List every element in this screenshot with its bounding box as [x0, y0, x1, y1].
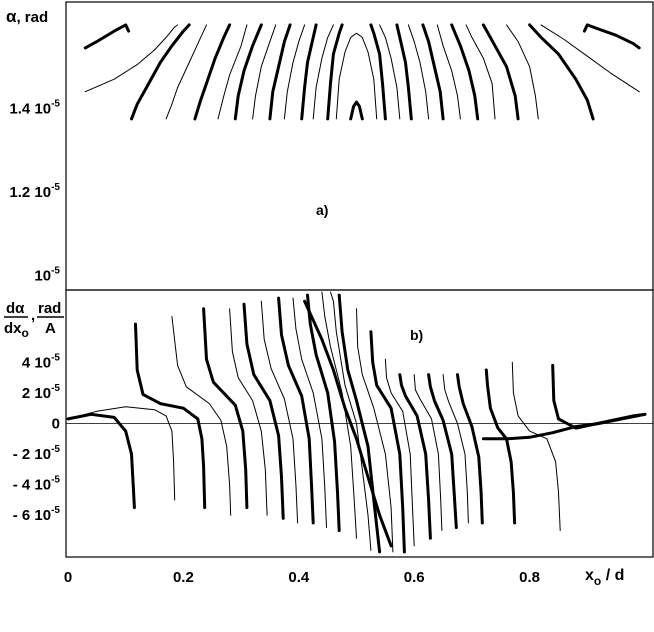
panel-b-ylabel-num: dα — [6, 300, 25, 317]
panel-b-ylabel-comma: , — [31, 307, 35, 324]
curve-a-15 — [369, 23, 387, 121]
curve-a-8 — [268, 23, 292, 121]
curve-b-2 — [134, 322, 207, 510]
panel-a-ylabel: α, rad — [6, 7, 48, 26]
curve-a-11 — [312, 24, 334, 120]
curve-a-22 — [465, 24, 496, 120]
panel-a-y-ticks: 1.4 10-5 1.2 10-5 10-5 — [9, 98, 60, 284]
curve-a-25 — [528, 23, 595, 121]
x-axis-label: xo / d — [585, 567, 624, 588]
curve-b-18 — [398, 373, 432, 540]
curve-b-22 — [456, 373, 484, 525]
curve-a-1 — [84, 24, 179, 93]
curve-a-10 — [300, 23, 318, 121]
curve-b-12 — [303, 299, 393, 548]
curve-a-17 — [395, 23, 413, 121]
curve-a-5 — [217, 24, 248, 120]
curve-a-9 — [283, 24, 306, 120]
panel-a-frame — [65, 1, 654, 291]
curve-b-5 — [229, 308, 268, 516]
curve-a-14 — [349, 100, 364, 121]
curve-b-10 — [306, 293, 341, 532]
x-tick-label-0: 0 — [64, 569, 72, 586]
panel-b-ylabel: dα dxo , rad A — [4, 300, 64, 340]
curve-b-14 — [337, 293, 382, 554]
curve-b-15 — [356, 308, 394, 553]
y-tick-label-a-2: 10-5 — [34, 265, 60, 284]
y-tick-label-b-3: - 2 10-5 — [13, 444, 61, 463]
curve-a-6 — [233, 23, 263, 121]
curve-a-4 — [193, 23, 232, 121]
panel-a-tag: a) — [316, 202, 328, 218]
curve-a-23 — [481, 23, 520, 121]
y-tick-label-b-0: 4 10-5 — [22, 352, 61, 371]
curve-a-2 — [130, 23, 191, 121]
curve-b-6 — [242, 302, 285, 520]
curve-b-20 — [427, 373, 458, 529]
curve-b-16 — [369, 330, 406, 554]
x-tick-label-4: 0.8 — [519, 569, 540, 586]
curve-b-3 — [171, 316, 232, 516]
panel-b-tag: b) — [410, 327, 423, 343]
y-tick-label-b-5: - 6 10-5 — [13, 505, 61, 524]
curve-a-0 — [83, 23, 131, 50]
panel-b-curves — [66, 291, 647, 554]
curve-b-19 — [413, 374, 443, 531]
curve-b-7 — [260, 300, 299, 524]
panel-a-curves — [83, 23, 641, 121]
y-tick-label-b-2: 0 — [52, 416, 60, 433]
x-tick-label-2: 0.4 — [288, 569, 310, 586]
y-tick-label-b-1: 2 10-5 — [22, 383, 61, 402]
curve-b-17 — [384, 358, 415, 547]
curve-b-8 — [277, 296, 315, 525]
curve-a-24 — [506, 24, 539, 120]
curve-a-3 — [165, 24, 207, 120]
curve-a-20 — [436, 24, 461, 120]
curve-b-23 — [484, 368, 517, 525]
curve-b-21 — [442, 374, 469, 524]
panel-b-ylabel-unit-num: rad — [38, 300, 61, 317]
panel-b-ylabel-unit-den: A — [45, 320, 56, 337]
curve-a-27 — [582, 23, 641, 50]
curve-a-21 — [450, 23, 480, 121]
curve-b-11 — [321, 291, 357, 539]
panel-b-ylabel-den: dxo — [4, 320, 29, 340]
x-tick-label-1: 0.2 — [173, 569, 194, 586]
curve-a-13 — [335, 32, 378, 120]
x-tick-label-3: 0.6 — [404, 569, 425, 586]
curve-a-18 — [407, 24, 430, 120]
curve-a-19 — [421, 23, 445, 121]
curve-a-7 — [252, 24, 277, 120]
x-ticks: 0 0.2 0.4 0.6 0.8 — [64, 569, 540, 586]
panel-b-y-ticks: 4 10-5 2 10-5 0 - 2 10-5 - 4 10-5 - 6 10-5 — [13, 352, 61, 524]
curve-b-4 — [202, 307, 249, 510]
y-tick-label-a-1: 1.2 10-5 — [9, 182, 60, 201]
curve-a-12 — [326, 23, 344, 121]
curve-b-26 — [481, 412, 647, 441]
curve-a-16 — [379, 24, 401, 120]
y-tick-label-a-0: 1.4 10-5 — [9, 98, 60, 117]
curve-a-26 — [540, 24, 640, 93]
y-tick-label-b-4: - 4 10-5 — [13, 475, 61, 494]
curve-b-9 — [292, 297, 327, 528]
curve-b-13 — [330, 291, 372, 551]
curve-b-0 — [66, 412, 136, 510]
curve-b-25 — [551, 363, 647, 430]
curve-b-1 — [67, 406, 176, 501]
